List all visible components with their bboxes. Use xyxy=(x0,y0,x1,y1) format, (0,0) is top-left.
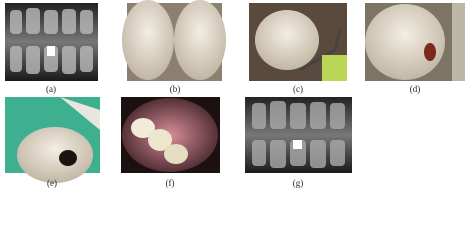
panel-b xyxy=(122,0,226,81)
panel-label: (g) xyxy=(293,178,304,188)
panel-c xyxy=(249,3,347,81)
panel-label: (f) xyxy=(166,178,175,188)
panel-label: (a) xyxy=(46,84,56,94)
panel-label: (c) xyxy=(293,84,303,94)
panel-e xyxy=(5,97,100,183)
panel-label: (b) xyxy=(170,84,181,94)
panel-f xyxy=(121,97,220,173)
panel-label: (e) xyxy=(47,178,57,188)
panel-g xyxy=(245,97,352,173)
panel-a xyxy=(5,3,98,81)
panel-d xyxy=(365,3,465,81)
figure: (a) (b) (c) (d) (e) (f) (g) xyxy=(5,0,465,188)
panel-label: (d) xyxy=(410,84,421,94)
